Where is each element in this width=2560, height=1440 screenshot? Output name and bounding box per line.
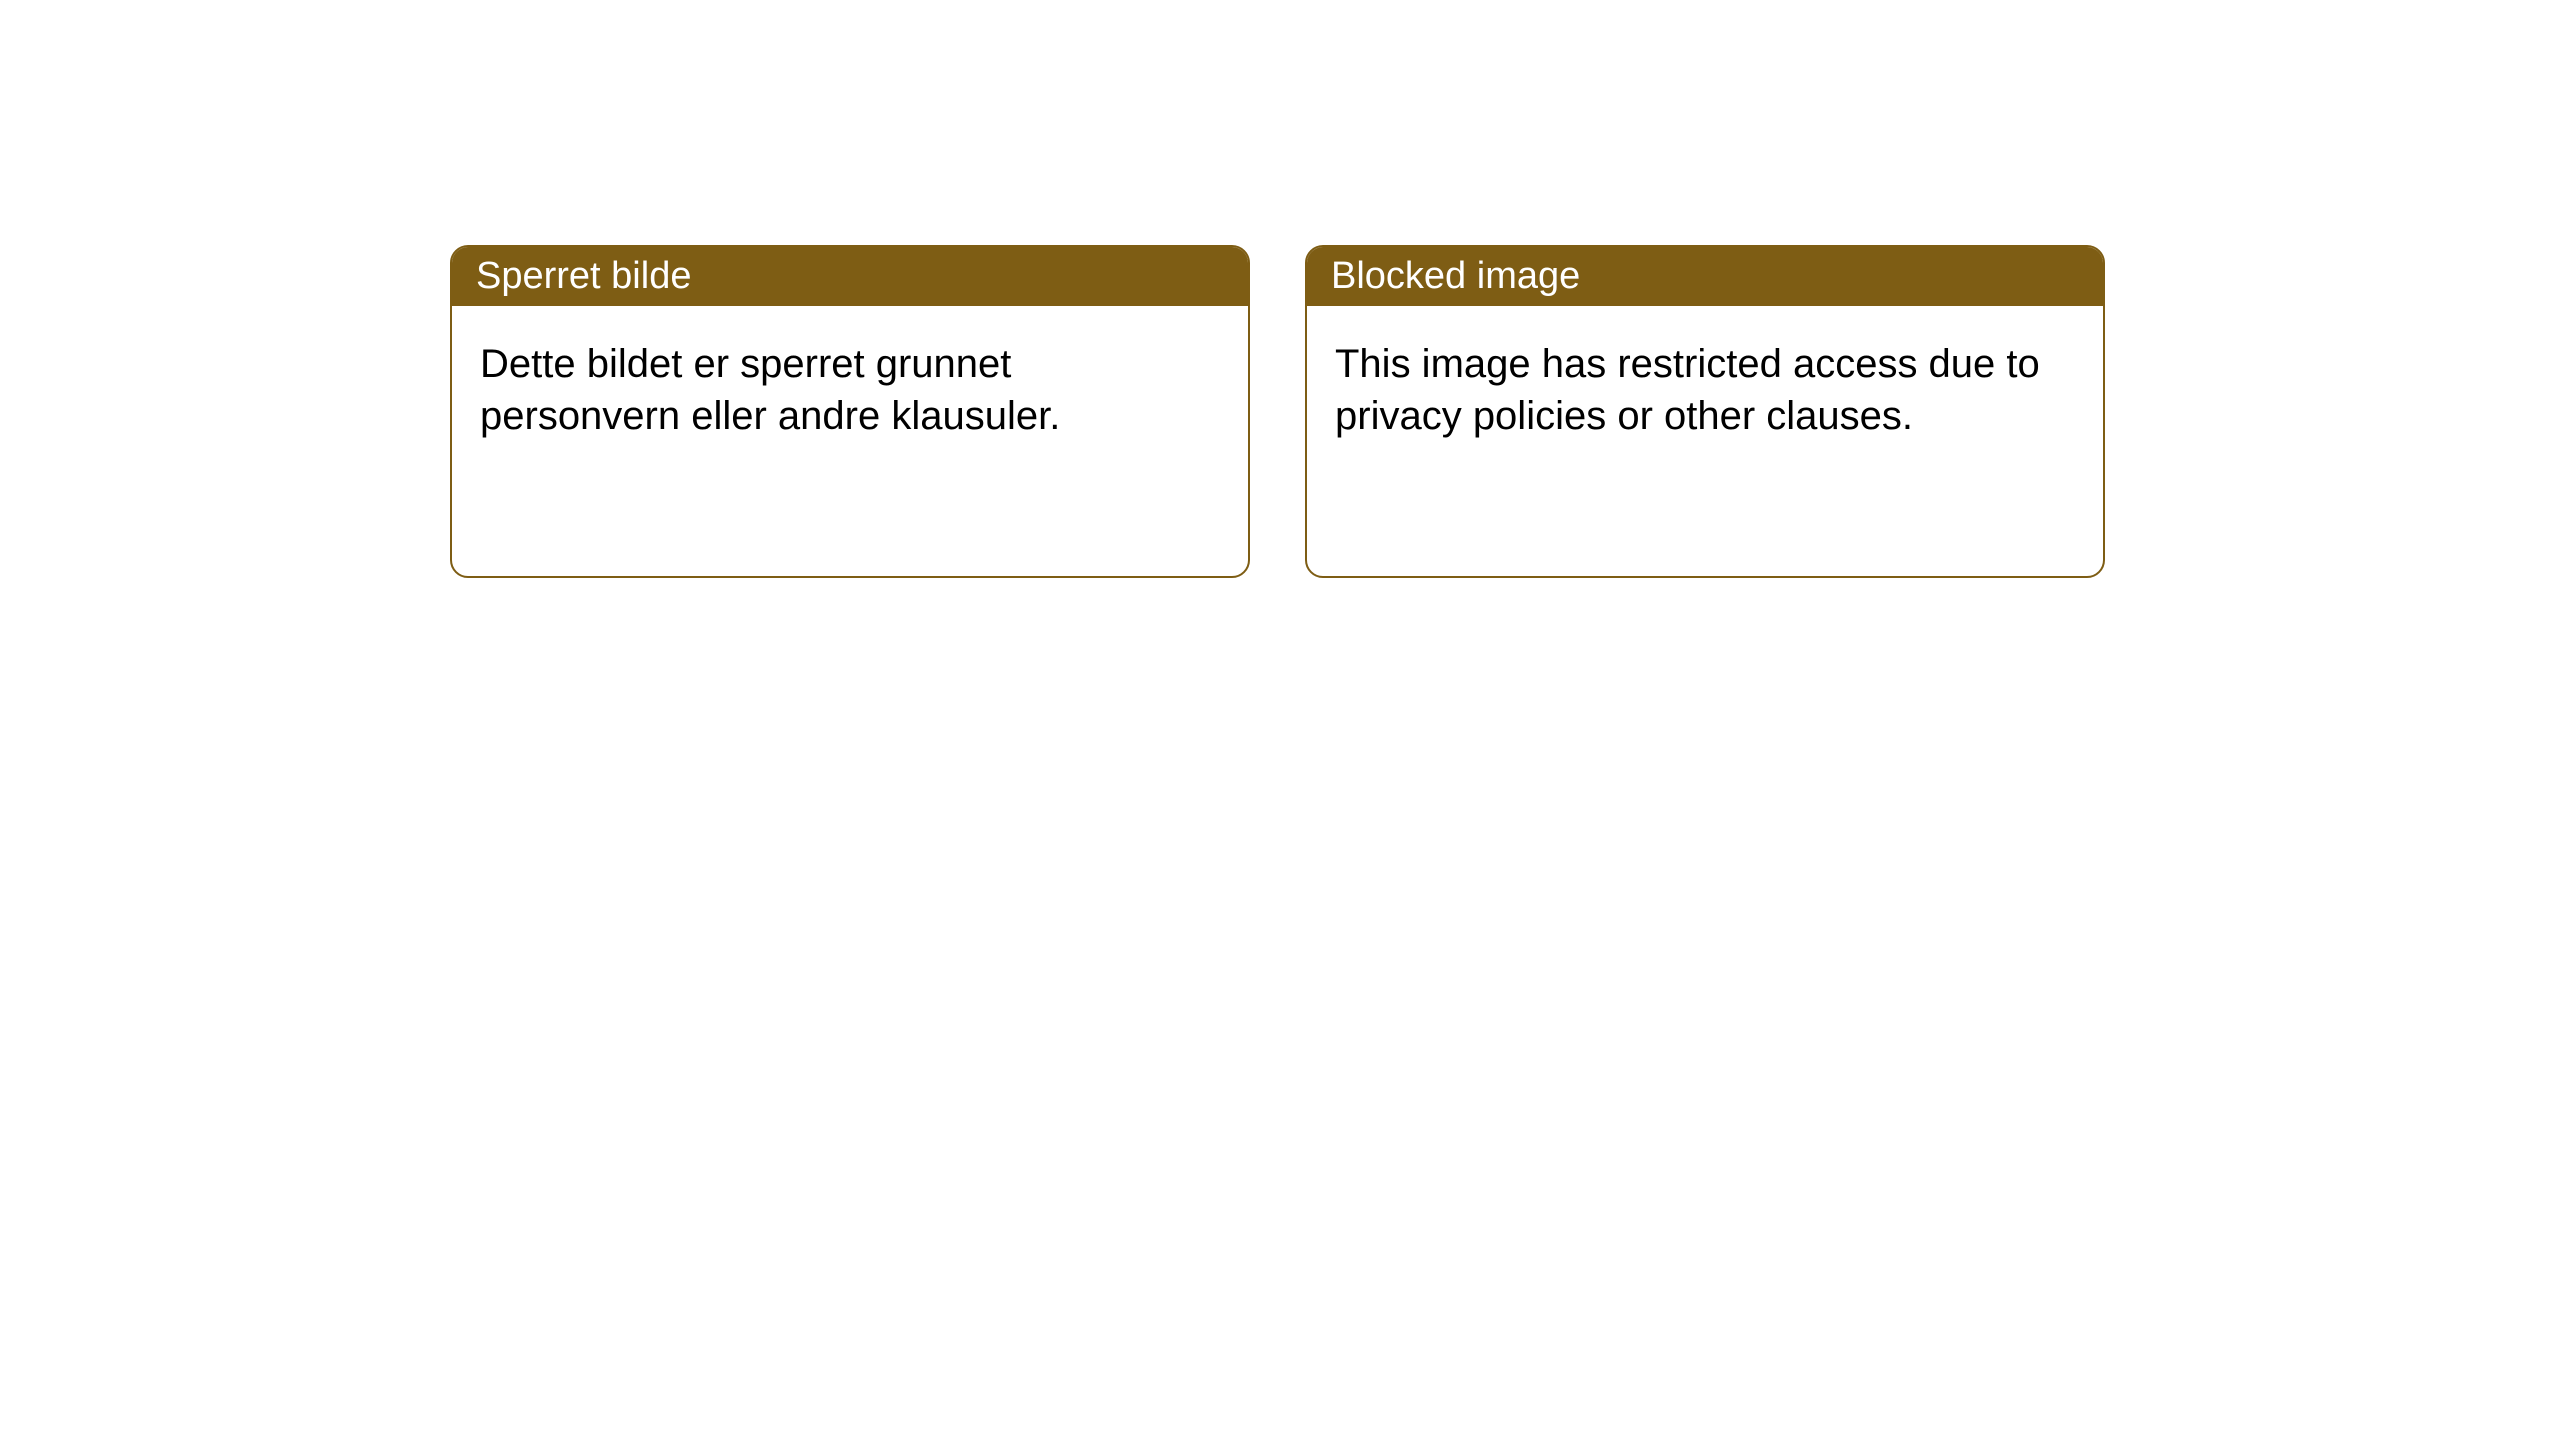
notice-card-english: Blocked image This image has restricted … xyxy=(1305,245,2105,578)
notice-title: Blocked image xyxy=(1331,255,1580,297)
notice-header: Blocked image xyxy=(1307,247,2103,306)
notice-header: Sperret bilde xyxy=(452,247,1248,306)
notice-body: Dette bildet er sperret grunnet personve… xyxy=(452,306,1248,576)
notice-title: Sperret bilde xyxy=(476,255,691,297)
notice-message: Dette bildet er sperret grunnet personve… xyxy=(480,342,1060,438)
notice-body: This image has restricted access due to … xyxy=(1307,306,2103,576)
notice-message: This image has restricted access due to … xyxy=(1335,342,2040,438)
notice-card-norwegian: Sperret bilde Dette bildet er sperret gr… xyxy=(450,245,1250,578)
notice-cards-container: Sperret bilde Dette bildet er sperret gr… xyxy=(450,245,2105,578)
